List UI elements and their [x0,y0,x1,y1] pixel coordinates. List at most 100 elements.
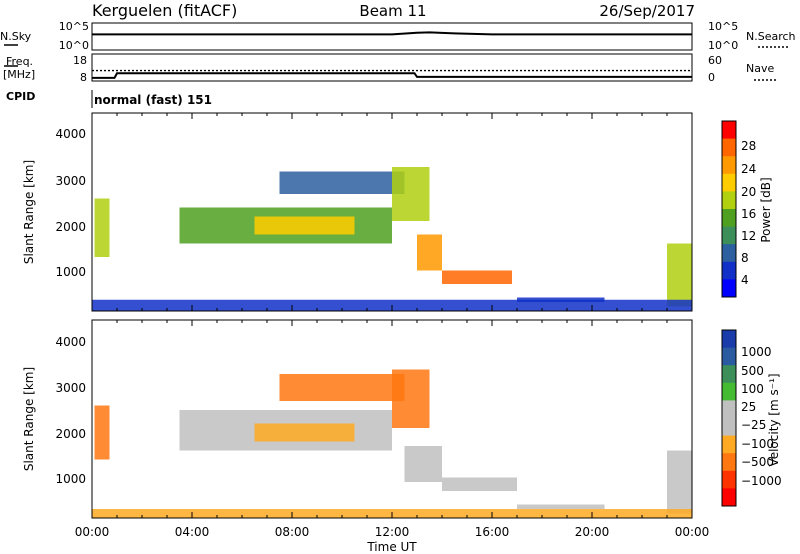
vel-cbar-tick: 100 [741,382,764,396]
vel-cbar-label: Velocity [m s⁻¹] [767,373,781,466]
nsearch-label: N.Search [746,30,796,43]
station-title: Kerguelen (fitACF) [92,1,237,20]
data-region [94,198,110,257]
time-axis: 00:00 04:00 08:00 12:00 16:00 20:00 00:0… [75,525,710,554]
colorbar-swatch [722,244,736,263]
colorbar-swatch [722,173,736,192]
data-region [279,374,405,401]
data-region [517,504,605,509]
power-cbar-tick: 8 [741,251,749,265]
vel-ytick-4000: 4000 [55,335,86,349]
power-cbar-tick: 4 [741,273,749,287]
power-cbar-label: Power [dB] [759,177,773,242]
nave-tick-high: 60 [708,54,722,67]
nsearch-tick-low: 10^0 [708,39,738,52]
vel-ylabel: Slant Range [km] [22,367,36,471]
colorbar-swatch [722,418,736,437]
nave-tick-low: 0 [708,71,715,84]
data-region [279,171,405,194]
freq-tick-low: 8 [80,71,87,84]
power-ytick-2000: 2000 [55,220,86,234]
colorbar-swatch [722,261,736,280]
vel-ytick-2000: 2000 [55,427,86,441]
data-region [667,450,692,514]
colorbar-swatch [722,279,736,298]
vel-cbar-tick: −500 [741,455,774,469]
nsearch-tick-high: 10^5 [708,20,738,33]
xtick-2000: 20:00 [575,525,610,539]
data-region [442,477,517,491]
colorbar-swatch [722,365,736,384]
nsky-series-line [92,31,692,36]
data-region [442,270,512,284]
colorbar-swatch [722,226,736,245]
data-region [94,405,110,460]
velocity-data [92,369,692,518]
colorbar-swatch [722,347,736,366]
xtick-0800: 08:00 [275,525,310,539]
date-title: 26/Sep/2017 [599,2,695,20]
velocity-panel: 4000 3000 2000 1000 Slant Range [km] [22,319,693,519]
nsky-tick-low: 10^0 [59,39,89,52]
data-region [392,167,430,221]
colorbar-swatch [722,488,736,507]
power-ytick-3000: 3000 [55,174,86,188]
colorbar-swatch [722,330,736,349]
colorbar-swatch [722,209,736,228]
vel-ytick-3000: 3000 [55,381,86,395]
xtick-1600: 16:00 [475,525,510,539]
colorbar-swatch [722,400,736,419]
cpid-value: normal (fast) 151 [94,93,212,107]
vel-cbar-tick: 500 [741,364,764,378]
data-region [404,446,442,482]
colorbar-swatch [722,138,736,157]
freq-panel: Freq. [MHz] 18 8 60 0 Nave [3,53,776,84]
colorbar-swatch [722,121,736,140]
data-region [667,243,692,307]
xtick-0400: 04:00 [175,525,210,539]
nsky-panel: N.Sky 10^5 10^0 10^5 10^0 N.Search [0,20,796,52]
colorbar-swatch [722,382,736,401]
vel-cbar-tick: −1000 [741,474,782,488]
data-region [417,234,442,271]
colorbar-swatch [722,191,736,210]
xaxis-label: Time UT [366,540,417,554]
power-cbar-tick: 24 [741,162,756,176]
data-region [392,369,430,428]
colorbar-swatch [722,435,736,454]
vel-cbar-tick: 25 [741,400,756,414]
data-region [254,216,355,235]
vel-cbar-tick: 1000 [741,345,772,359]
nsky-tick-high: 10^5 [59,20,89,33]
colorbar-swatch [722,453,736,472]
power-colorbar: 28 24 20 16 12 8 4 Power [dB] [721,120,773,298]
xtick-0000: 00:00 [75,525,110,539]
xtick-2400: 00:00 [675,525,710,539]
power-ytick-4000: 4000 [55,127,86,141]
vel-cbar-tick: −100 [741,437,774,451]
data-region [254,423,355,442]
power-ylabel: Slant Range [km] [22,160,36,264]
colorbar-swatch [722,156,736,175]
power-panel: 4000 3000 2000 1000 Slant Range [km] [22,112,693,312]
power-cbar-tick: 12 [741,229,756,243]
power-data [92,167,692,311]
freq-series-line [92,72,692,79]
beam-title: Beam 11 [359,2,426,20]
nsky-label: N.Sky [0,30,32,43]
vel-cbar-tick: −25 [741,418,766,432]
power-cbar-tick: 28 [741,139,756,153]
freq-unit: [MHz] [3,68,35,81]
power-cbar-tick: 16 [741,207,756,221]
colorbar-swatch [722,470,736,489]
velocity-colorbar: 1000 500 100 25 −25 −100 −500 −1000 Velo… [721,329,782,507]
xtick-1200: 12:00 [375,525,410,539]
power-cbar-tick: 20 [741,185,756,199]
freq-label: Freq. [6,55,33,68]
nave-label: Nave [746,62,774,75]
freq-tick-high: 18 [73,54,87,67]
power-y-axis: 4000 3000 2000 1000 [55,127,86,279]
vel-ytick-1000: 1000 [55,472,86,486]
cpid-label: CPID [6,90,35,103]
